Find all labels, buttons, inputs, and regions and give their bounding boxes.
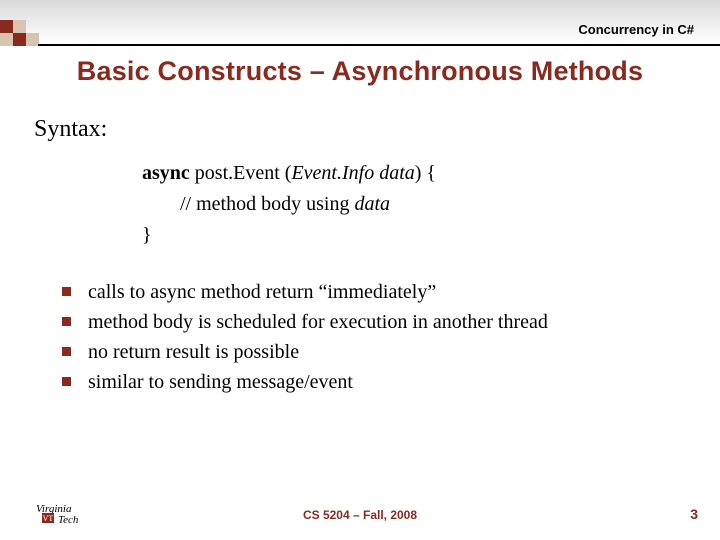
footer-course: CS 5204 – Fall, 2008 (0, 508, 720, 522)
syntax-label: Syntax: (34, 116, 107, 143)
header-rule (38, 44, 720, 46)
bullet-list: calls to async method return “immediatel… (62, 278, 548, 398)
bullet-item: similar to sending message/event (62, 368, 548, 396)
grid-square (0, 20, 13, 33)
code-keyword: async (142, 162, 190, 184)
code-line: // method body using data (180, 189, 436, 220)
code-text: post.Event ( (190, 162, 292, 184)
code-text: ) { (415, 162, 436, 184)
page-number: 3 (690, 506, 698, 522)
code-line: async post.Event (Event.Info data) { (142, 158, 436, 189)
svg-text:Tech: Tech (58, 514, 79, 526)
slide-title: Basic Constructs – Asynchronous Methods (0, 56, 720, 87)
bullet-item: no return result is possible (62, 338, 548, 366)
grid-square (26, 20, 39, 33)
code-line: } (142, 220, 436, 251)
grid-square (13, 33, 26, 46)
svg-text:VT: VT (43, 514, 54, 523)
code-block: async post.Event (Event.Info data) { // … (142, 158, 436, 251)
header-topic-label: Concurrency in C# (578, 22, 694, 37)
grid-square (13, 20, 26, 33)
grid-square (0, 33, 13, 46)
bullet-item: calls to async method return “immediatel… (62, 278, 548, 306)
code-italic: Event.Info data (291, 162, 414, 184)
vt-logo: Virginia VT Tech (36, 500, 98, 528)
code-text: // method body using (180, 193, 354, 215)
code-italic: data (354, 193, 390, 215)
corner-decoration (0, 20, 39, 46)
bullet-item: method body is scheduled for execution i… (62, 308, 548, 336)
